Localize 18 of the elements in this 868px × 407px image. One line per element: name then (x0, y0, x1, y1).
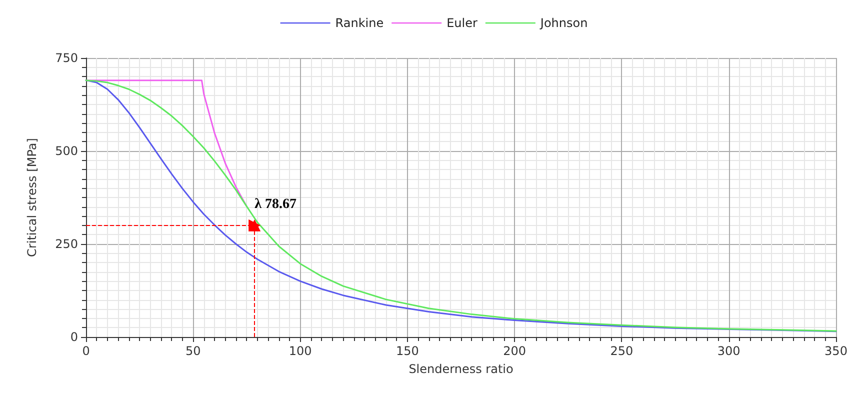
legend-label: Rankine (335, 16, 384, 30)
x-tick-label: 250 (610, 344, 634, 358)
x-tick-label: 0 (82, 344, 90, 358)
x-tick-label: 50 (186, 344, 201, 358)
x-tick-label: 350 (824, 344, 848, 358)
y-axis-title: Critical stress [MPa] (25, 138, 39, 257)
x-tick-label: 100 (288, 344, 312, 358)
x-tick-label: 300 (717, 344, 740, 358)
x-axis-title: Slenderness ratio (408, 362, 514, 376)
y-tick-label: 750 (55, 51, 78, 65)
legend-label: Euler (446, 16, 478, 30)
x-tick-label: 150 (396, 344, 419, 358)
x-tick-label: 200 (503, 344, 526, 358)
y-tick-label: 500 (55, 144, 78, 158)
annotation: λ 78.67 (254, 196, 296, 212)
y-tick-label: 250 (55, 237, 78, 251)
y-tick-label: 0 (70, 330, 78, 344)
legend-label: Johnson (539, 16, 588, 30)
